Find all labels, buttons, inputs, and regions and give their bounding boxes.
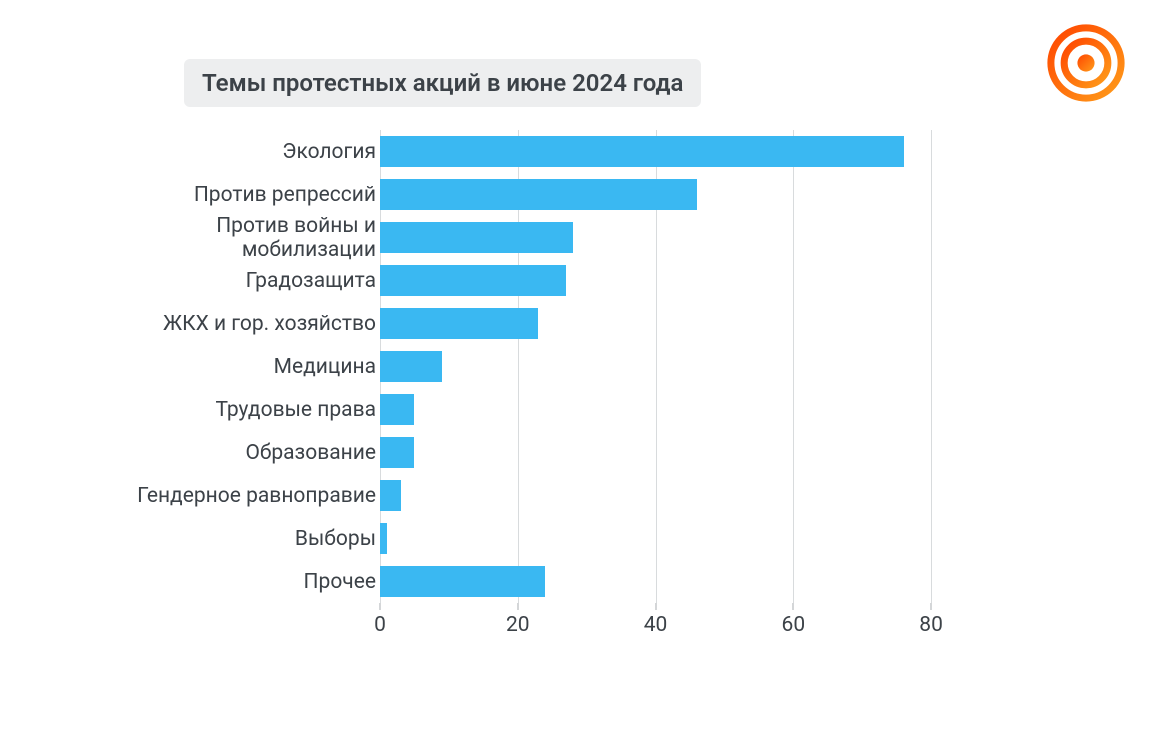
x-tick-label: 0 bbox=[374, 613, 386, 637]
x-tick-label: 40 bbox=[644, 613, 668, 637]
x-axis: 020406080 bbox=[380, 603, 1000, 643]
bar-track bbox=[380, 474, 1000, 517]
bar bbox=[380, 523, 387, 554]
x-tick-mark bbox=[380, 603, 381, 610]
bar-track bbox=[380, 302, 1000, 345]
bar bbox=[380, 136, 904, 167]
chart-row: Экология bbox=[100, 130, 1000, 173]
category-label: Градозащита bbox=[100, 269, 380, 293]
chart-bars: Экология Против репрессий Против войны и м… bbox=[100, 130, 1000, 603]
bar-track bbox=[380, 345, 1000, 388]
category-label: Выборы bbox=[100, 527, 380, 551]
category-label: Гендерное равноправие bbox=[100, 484, 380, 508]
bar bbox=[380, 566, 545, 597]
category-label: Против войны и мобилизации bbox=[100, 214, 380, 262]
bar-track bbox=[380, 388, 1000, 431]
bar-track bbox=[380, 517, 1000, 560]
chart-title: Темы протестных акций в июне 2024 года bbox=[184, 59, 701, 107]
chart-row: Гендерное равноправие bbox=[100, 474, 1000, 517]
bar-track bbox=[380, 173, 1000, 216]
bar bbox=[380, 222, 573, 253]
chart-title-wrap: Темы протестных акций в июне 2024 года bbox=[184, 59, 701, 107]
x-tick-label: 20 bbox=[506, 613, 530, 637]
category-label: Экология bbox=[100, 140, 380, 164]
brand-logo-icon bbox=[1047, 24, 1125, 102]
bar-track bbox=[380, 130, 1000, 173]
bar bbox=[380, 480, 401, 511]
bar bbox=[380, 308, 538, 339]
chart-row: Трудовые права bbox=[100, 388, 1000, 431]
category-label: Образование bbox=[100, 441, 380, 465]
x-tick-label: 60 bbox=[782, 613, 806, 637]
chart-row: Выборы bbox=[100, 517, 1000, 560]
x-tick-mark bbox=[793, 603, 794, 610]
bar bbox=[380, 394, 414, 425]
bar-track bbox=[380, 259, 1000, 302]
bar bbox=[380, 351, 442, 382]
chart-row: Против репрессий bbox=[100, 173, 1000, 216]
x-tick-mark bbox=[517, 603, 518, 610]
chart-row: Прочее bbox=[100, 560, 1000, 603]
chart-row: Образование bbox=[100, 431, 1000, 474]
category-label: ЖКХ и гор. хозяйство bbox=[100, 312, 380, 336]
chart-row: Медицина bbox=[100, 345, 1000, 388]
chart-area: Экология Против репрессий Против войны и м… bbox=[100, 130, 1000, 690]
category-label: Прочее bbox=[100, 570, 380, 594]
bar bbox=[380, 437, 414, 468]
bar bbox=[380, 179, 697, 210]
bar-track bbox=[380, 560, 1000, 603]
chart-row: ЖКХ и гор. хозяйство bbox=[100, 302, 1000, 345]
x-tick-mark bbox=[655, 603, 656, 610]
category-label: Против репрессий bbox=[100, 183, 380, 207]
chart-row: Против войны и мобилизации bbox=[100, 216, 1000, 259]
chart-canvas: Темы протестных акций в июне 2024 года Э… bbox=[0, 0, 1171, 738]
bar-track bbox=[380, 431, 1000, 474]
chart-row: Градозащита bbox=[100, 259, 1000, 302]
category-label: Трудовые права bbox=[100, 398, 380, 422]
x-tick-label: 80 bbox=[919, 613, 943, 637]
bar-track bbox=[380, 216, 1000, 259]
bar bbox=[380, 265, 566, 296]
x-tick-mark bbox=[931, 603, 932, 610]
category-label: Медицина bbox=[100, 355, 380, 379]
